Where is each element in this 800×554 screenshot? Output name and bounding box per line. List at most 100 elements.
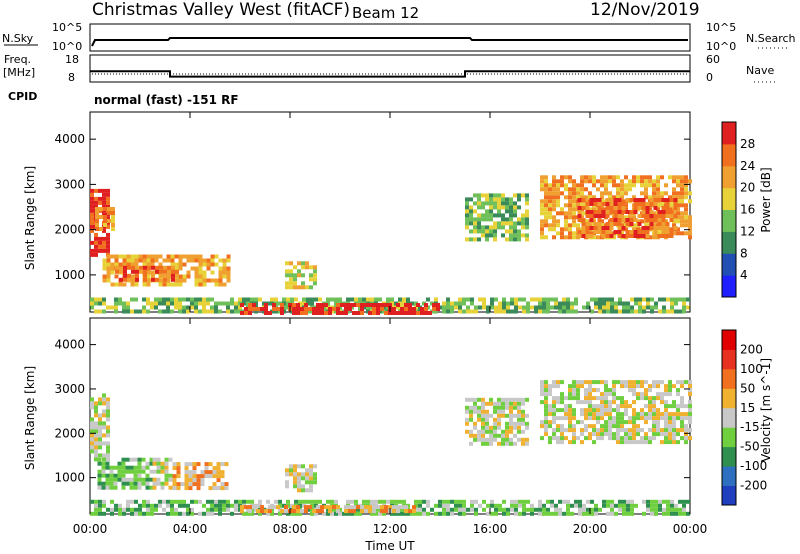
power-echo-cell (470, 309, 474, 314)
power-echo-cell (552, 175, 556, 180)
velocity-echo-cell (544, 392, 548, 397)
velocity-echo-cell (542, 507, 546, 512)
velocity-echo-cell (94, 499, 98, 504)
velocity-echo-cell (489, 397, 493, 402)
power-colorbar-tick: 8 (740, 246, 748, 260)
power-echo-cell (522, 297, 526, 302)
velocity-echo-cell (644, 416, 648, 421)
velocity-echo-cell (160, 465, 165, 470)
velocity-echo-cell (310, 499, 314, 504)
velocity-echo-cell (636, 380, 640, 385)
velocity-echo-cell (430, 507, 434, 512)
power-echo-cell (106, 188, 110, 193)
velocity-echo-cell (489, 437, 493, 442)
power-echo-cell (645, 210, 650, 214)
power-echo-cell (114, 305, 118, 310)
cpid-text: normal (fast) -151 RF (94, 93, 239, 107)
velocity-echo-cell (509, 441, 513, 446)
velocity-echo-cell (493, 429, 497, 434)
velocity-echo-cell (620, 440, 624, 445)
power-echo-cell (581, 198, 586, 202)
power-echo-cell (130, 274, 135, 279)
power-echo-cell (218, 270, 223, 275)
velocity-echo-cell (402, 499, 406, 504)
power-echo-cell (106, 240, 110, 245)
velocity-echo-cell (684, 404, 688, 409)
power-echo-cell (624, 175, 628, 180)
power-echo-cell (304, 311, 308, 315)
power-echo-cell (102, 248, 106, 253)
power-echo-cell (131, 265, 135, 270)
velocity-echo-cell (660, 412, 664, 417)
power-echo-cell (493, 201, 497, 206)
velocity-echo-cell (588, 436, 592, 441)
velocity-echo-cell (354, 499, 358, 504)
power-echo-cell (198, 301, 202, 306)
velocity-echo-cell (544, 428, 548, 433)
power-echo-cell (568, 231, 572, 236)
power-echo-cell (613, 210, 618, 214)
power-echo-cell (481, 213, 485, 218)
power-echo-cell (552, 207, 556, 212)
power-echo-cell (340, 303, 344, 307)
power-echo-cell (324, 311, 328, 315)
velocity-echo-cell (628, 432, 632, 437)
power-echo-cell (210, 254, 215, 259)
velocity-echo-cell (386, 499, 390, 504)
velocity-echo-cell (552, 396, 556, 401)
power-echo-cell (510, 301, 514, 306)
velocity-echo-cell (680, 404, 684, 409)
power-echo-cell (114, 282, 119, 287)
power-echo-cell (546, 309, 550, 314)
power-echo-cell (123, 265, 127, 270)
velocity-echo-cell (473, 421, 477, 426)
power-echo-cell (568, 223, 572, 228)
velocity-echo-cell (632, 440, 636, 445)
power-echo-cell (292, 307, 296, 311)
power-echo-cell (617, 214, 622, 218)
velocity-echo-cell (442, 499, 446, 504)
power-echo-cell (94, 204, 98, 209)
power-echo-cell (178, 301, 182, 306)
power-echo-cell (485, 233, 489, 238)
velocity-echo-cell (656, 412, 660, 417)
power-echo-cell (605, 206, 610, 210)
power-echo-cell (368, 311, 372, 315)
power-echo-cell (90, 200, 94, 205)
velocity-echo-cell (346, 511, 350, 516)
power-echo-cell (609, 226, 614, 230)
velocity-echo-cell (604, 388, 608, 393)
velocity-echo-cell (556, 440, 560, 445)
power-echo-cell (390, 297, 394, 302)
power-echo-cell (509, 233, 513, 238)
power-echo-cell (314, 297, 318, 302)
power-echo-cell (388, 311, 392, 315)
power-echo-cell (668, 207, 672, 212)
power-echo-cell (130, 309, 134, 314)
velocity-echo-cell (442, 503, 446, 508)
power-echo-cell (458, 309, 462, 314)
velocity-echo-cell (640, 408, 644, 413)
power-echo-cell (477, 213, 481, 218)
power-echo-cell (530, 305, 534, 310)
power-echo-cell (178, 305, 182, 310)
velocity-echo-cell (644, 380, 648, 385)
power-echo-cell (585, 202, 590, 206)
velocity-echo-cell (105, 481, 110, 486)
velocity-echo-cell (608, 424, 612, 429)
power-echo-cell (289, 269, 293, 274)
power-echo-cell (637, 198, 642, 202)
velocity-echo-cell (668, 436, 672, 441)
time-x-axis: 00:00 04:00 08:00 12:00 16:00 20:00 00:00 (73, 112, 707, 536)
velocity-echo-cell (121, 477, 126, 482)
power-echo-cell (626, 309, 630, 314)
velocity-echo-cell (680, 384, 684, 389)
power-echo-cell (481, 233, 485, 238)
velocity-echo-cell (309, 468, 313, 473)
power-echo-cell (525, 221, 529, 226)
power-echo-cell (509, 201, 513, 206)
velocity-echo-cell (650, 499, 654, 504)
velocity-echo-cell (294, 511, 298, 516)
power-echo-cell (312, 311, 316, 315)
power-echo-cell (521, 217, 525, 222)
